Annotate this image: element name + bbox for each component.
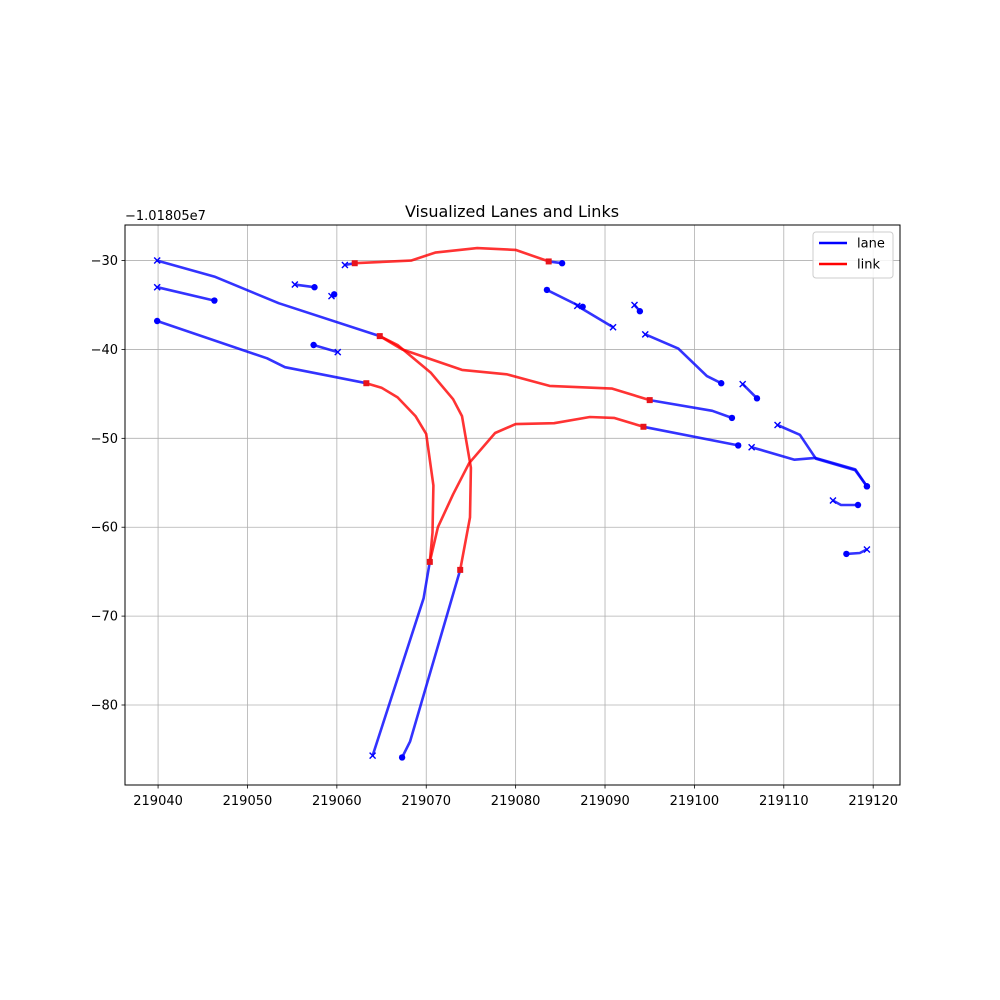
lane-end-marker: [351, 260, 358, 267]
x-tick-label: 219060: [312, 794, 362, 809]
lane-end-marker: [330, 291, 338, 298]
y-tick-label: −40: [91, 343, 118, 358]
lane-end-marker: [363, 380, 370, 387]
lane-line: [156, 319, 367, 385]
legend: lane link: [812, 231, 894, 279]
link-line: [354, 246, 550, 265]
lane-line: [832, 499, 858, 507]
legend-label-lane: lane: [857, 237, 885, 252]
lane-start-marker: [641, 330, 649, 338]
lane-line: [400, 569, 462, 758]
y-tick-label: −50: [91, 432, 118, 447]
lane-start-marker: [739, 380, 747, 388]
lane-end-marker: [426, 558, 433, 565]
chart-title: Visualized Lanes and Links: [405, 202, 619, 221]
lane-start-marker: [573, 302, 581, 310]
lane-start-marker: [153, 257, 161, 265]
link-line: [365, 381, 435, 563]
lane-start-marker: [291, 281, 299, 289]
x-tick-label: 219110: [759, 794, 809, 809]
legend-label-link: link: [857, 258, 880, 273]
lane-end-marker: [636, 308, 644, 315]
lane-line: [156, 285, 215, 302]
lane-start-marker: [398, 754, 406, 761]
lane-end-marker: [863, 545, 871, 553]
lane-start-marker: [310, 341, 317, 349]
lane-end-marker: [558, 260, 566, 267]
lane-start-marker: [543, 286, 551, 294]
lane-end-marker: [457, 566, 464, 573]
lane-line: [643, 425, 739, 447]
x-tick-label: 219090: [580, 794, 630, 809]
y-tick-label: −30: [91, 254, 118, 269]
lane-line: [776, 423, 868, 488]
y-tick-label: −80: [91, 699, 118, 714]
lane-start-marker: [774, 421, 782, 429]
grid: [125, 225, 900, 785]
lane-start-marker: [153, 317, 161, 325]
x-tick-label: 219070: [401, 794, 451, 809]
link-line: [428, 415, 644, 563]
lane-line: [313, 343, 339, 354]
lane-end-marker: [863, 483, 871, 490]
lane-end-marker: [311, 284, 318, 291]
y-tick-label: −70: [91, 610, 118, 625]
plot-frame: [124, 224, 901, 786]
lane-start-marker: [640, 423, 647, 430]
x-tick-label: 219050: [223, 794, 273, 809]
lane-end-marker: [376, 333, 383, 340]
lane-end-marker: [753, 395, 761, 402]
lane-end-marker: [718, 380, 725, 387]
lane-end-marker: [854, 501, 862, 509]
x-tick-label: 219100: [670, 794, 720, 809]
x-tick-label: 219080: [491, 794, 541, 809]
lane-start-marker: [631, 301, 639, 309]
lane-end-marker: [579, 303, 586, 310]
lane-line: [371, 561, 432, 757]
lane-line: [156, 259, 381, 338]
lane-end-marker: [735, 442, 742, 449]
y-offset-label: −1.01805e7: [125, 209, 206, 224]
lane-end-marker: [728, 414, 736, 422]
x-tick-label: 219120: [848, 794, 898, 809]
lane-start-marker: [369, 752, 377, 760]
lane-start-marker: [545, 258, 552, 265]
links-layer: [354, 246, 651, 571]
link-line: [379, 334, 651, 402]
y-tick-label: −60: [91, 521, 118, 536]
markers-layer: [153, 257, 871, 761]
lane-line: [644, 333, 722, 385]
lane-start-marker: [341, 261, 349, 269]
lane-start-marker: [646, 397, 653, 404]
lane-start-marker: [748, 443, 756, 451]
lane-end-marker: [211, 297, 218, 304]
lane-end-marker: [609, 323, 617, 331]
lane-end-marker: [334, 348, 342, 356]
lane-start-marker: [829, 497, 837, 505]
lane-line: [846, 548, 868, 556]
x-tick-label: 219040: [133, 794, 183, 809]
axis-ticks: 219040 219050 219060 219070 219080 219090 2191…: [91, 254, 898, 809]
lane-start-marker: [843, 550, 850, 558]
lane-start-marker: [153, 283, 161, 291]
lane-line: [294, 283, 315, 289]
lane-line: [649, 398, 733, 420]
